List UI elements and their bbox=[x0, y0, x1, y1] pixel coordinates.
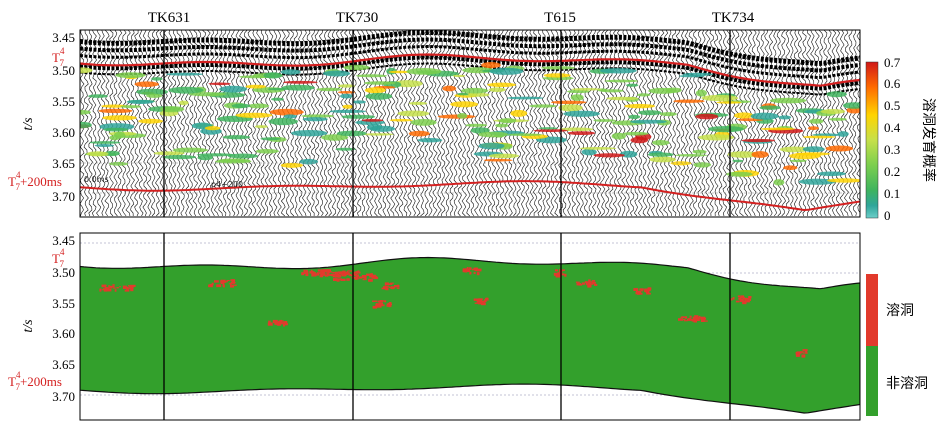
top-horizon-label: T4 7 bbox=[52, 46, 65, 68]
bottom-y-tick-4: 3.60 bbox=[52, 326, 75, 341]
colorbar-tick-1: 0.7 bbox=[884, 55, 901, 70]
well-label-4: TK734 bbox=[712, 10, 755, 26]
colorbar-tick-2: 0.6 bbox=[884, 76, 901, 91]
colorbar-tick-4: 0.4 bbox=[884, 120, 901, 135]
bottom-horizon-label: T4 7 bbox=[52, 247, 65, 269]
karst-bodies bbox=[99, 267, 808, 358]
colorbar-tick-5: 0.3 bbox=[884, 142, 900, 157]
classification-legend: 溶洞 非溶洞 bbox=[866, 274, 928, 416]
top-y-axis-title: t/s bbox=[21, 117, 36, 131]
top-horizon-plus-label: T4 7+200ms bbox=[8, 170, 62, 192]
top-y-tick-1: 3.45 bbox=[52, 30, 75, 45]
well-label-2: TK730 bbox=[336, 10, 379, 26]
bottom-y-tick-6: 3.70 bbox=[52, 389, 75, 404]
legend-label-nonkarst: 非溶洞 bbox=[886, 376, 928, 392]
seismic-probability-panel: t/s 3.45 3.50 3.55 3.60 3.65 3.70 T4 7 T4… bbox=[8, 29, 937, 223]
top-y-tick-4: 3.60 bbox=[52, 125, 75, 140]
karst-classification-panel: t/s 3.45 3.50 3.55 3.60 3.65 3.70 T4 7 T4… bbox=[8, 232, 928, 421]
horizon-annotation: p4+200 bbox=[211, 180, 243, 189]
top-y-tick-2: 3.50 bbox=[52, 63, 75, 78]
top-y-tick-3: 3.55 bbox=[52, 94, 75, 109]
top-y-tick-6: 3.70 bbox=[52, 189, 75, 204]
legend-label-karst: 溶洞 bbox=[886, 303, 914, 319]
colorbar-tick-6: 0.2 bbox=[884, 164, 900, 179]
bottom-y-tick-2: 3.50 bbox=[52, 265, 75, 280]
bottom-y-tick-1: 3.45 bbox=[52, 233, 75, 248]
top-y-tick-5: 3.65 bbox=[52, 156, 75, 171]
time-annotation: 0.0ms bbox=[84, 175, 109, 184]
non-karst-zone bbox=[80, 256, 860, 414]
legend-swatch-karst bbox=[866, 274, 878, 346]
colorbar-tick-8: 0 bbox=[884, 208, 891, 223]
bottom-horizon-plus-label: T4 7+200ms bbox=[8, 370, 62, 392]
colorbar-tick-3: 0.5 bbox=[884, 98, 900, 113]
bottom-y-tick-5: 3.65 bbox=[52, 357, 75, 372]
bottom-y-axis-title: t/s bbox=[21, 319, 36, 333]
legend-swatch-nonkarst bbox=[866, 346, 878, 416]
colorbar-title: 溶洞发育概率 bbox=[920, 98, 937, 182]
probability-colorbar: 0.7 0.6 0.5 0.4 0.3 0.2 0.1 0 溶洞发育概率 bbox=[865, 55, 937, 223]
well-label-1: TK631 bbox=[148, 10, 191, 26]
bottom-y-tick-3: 3.55 bbox=[52, 296, 75, 311]
well-label-3: T615 bbox=[544, 10, 576, 26]
colorbar-tick-7: 0.1 bbox=[884, 186, 900, 201]
